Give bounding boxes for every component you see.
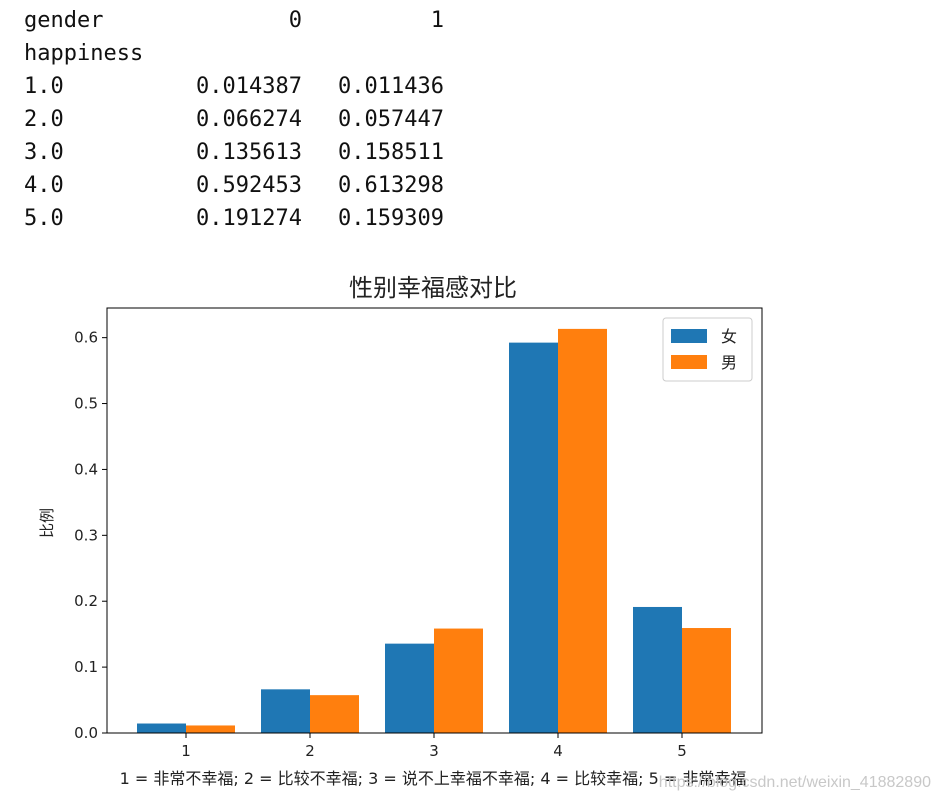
table-cell: 0.011436 (338, 74, 444, 99)
table-cell: 0.057447 (338, 107, 444, 132)
bar-male-4 (558, 328, 607, 733)
table-cell: 0.066274 (196, 107, 302, 132)
y-tick-label: 0.3 (74, 526, 98, 544)
x-axis-label: 1 = 非常不幸福; 2 = 比较不幸福; 3 = 说不上幸福不幸福; 4 = … (120, 769, 747, 788)
row-index: 3.0 (24, 140, 64, 165)
legend: 女男 (662, 317, 753, 382)
y-tick-label: 0.2 (74, 592, 98, 610)
bar-female-4 (509, 342, 558, 733)
plot-frame (106, 307, 763, 734)
bar-female-2 (261, 689, 310, 733)
table-cell: 0.159309 (338, 206, 444, 231)
table-cell: 0.135613 (196, 140, 302, 165)
y-tick-label: 0.1 (74, 658, 98, 676)
table-cell: 0.158511 (338, 140, 444, 165)
row-index: 1.0 (24, 74, 64, 99)
table-cell: 0.592453 (196, 173, 302, 198)
x-tick-label: 4 (553, 742, 563, 760)
table-row: 3.0 0.135613 0.158511 (24, 136, 444, 169)
legend-label: 女 (721, 327, 737, 346)
table-row: 4.0 0.592453 0.613298 (24, 169, 444, 202)
watermark: https://blog.csdn.net/weixin_41882890 (658, 774, 931, 791)
legend-swatch (671, 355, 707, 369)
bars-group (137, 328, 731, 733)
legend-box (662, 317, 753, 382)
bar-female-5 (633, 606, 682, 733)
x-tick-label: 1 (181, 742, 191, 760)
axes-group: 1 2 3 4 5 0.0 0.1 0.2 0.3 0.4 0.5 0.6 (74, 307, 763, 760)
table-cell: 0.014387 (196, 74, 302, 99)
bar-male-5 (682, 628, 731, 733)
column-header: 1 (430, 8, 444, 33)
table-row: 1.0 0.014387 0.011436 (24, 70, 444, 103)
legend-swatch (671, 329, 707, 343)
table-index-name-row: happiness (24, 37, 444, 70)
x-tick-label: 5 (677, 742, 687, 760)
bar-male-2 (310, 695, 359, 733)
x-tick-label: 2 (305, 742, 315, 760)
y-tick-label: 0.5 (74, 395, 98, 413)
y-axis-label: 比例 (38, 508, 56, 538)
bar-male-1 (186, 725, 235, 733)
data-table: gender 0 1 happiness 1.0 0.014387 0.0114… (24, 4, 444, 235)
x-tick-label: 3 (429, 742, 439, 760)
row-index: 2.0 (24, 107, 64, 132)
row-index: 5.0 (24, 206, 64, 231)
legend-label: 男 (721, 353, 737, 372)
bar-female-1 (137, 723, 186, 733)
table-cell: 0.191274 (196, 206, 302, 231)
column-header-label: gender (24, 8, 104, 33)
table-row: 5.0 0.191274 0.159309 (24, 202, 444, 235)
y-tick-label: 0.0 (74, 724, 98, 742)
chart-title: 性别幸福感对比 (349, 274, 517, 302)
index-name: happiness (24, 41, 144, 66)
bar-male-3 (434, 628, 483, 733)
table-row: 2.0 0.066274 0.057447 (24, 103, 444, 136)
y-tick-label: 0.4 (74, 460, 98, 478)
table-cell: 0.613298 (338, 173, 444, 198)
y-tick-label: 0.6 (74, 329, 98, 347)
table-header-row: gender 0 1 (24, 4, 444, 37)
row-index: 4.0 (24, 173, 64, 198)
bar-female-3 (385, 643, 434, 733)
column-header: 0 (288, 8, 302, 33)
